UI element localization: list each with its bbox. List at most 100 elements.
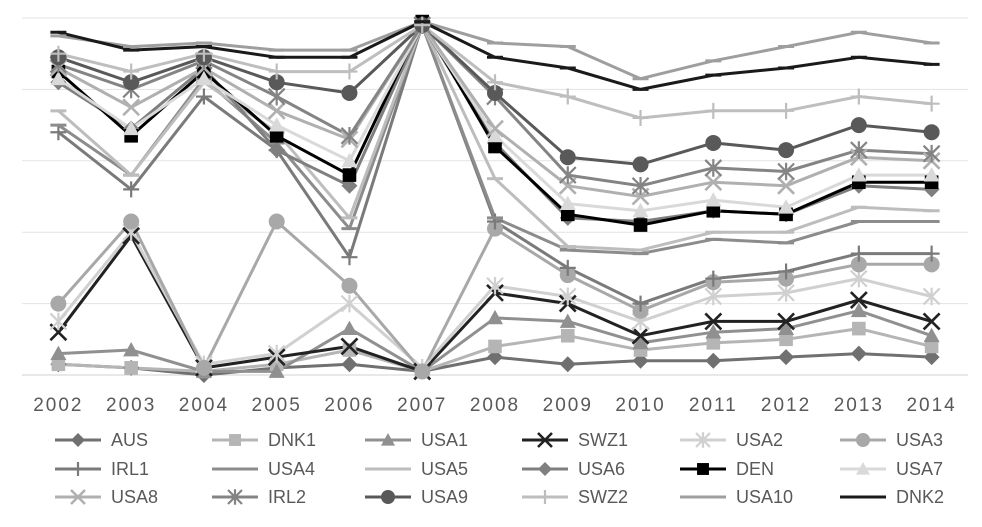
legend-label-dnk2: DNK2 [896, 487, 944, 507]
data-point-irl1-2004 [195, 88, 212, 105]
data-point-usa1-2006 [341, 320, 358, 335]
data-point-usa1-2010 [632, 334, 649, 350]
data-point-irl2-2005 [267, 87, 286, 106]
data-point-irl2-2014 [922, 144, 941, 163]
x-tick-label: 2002 [33, 395, 83, 416]
x-tick-label: 2012 [761, 395, 811, 416]
legend-label-usa8: USA8 [111, 487, 158, 507]
data-point-irl2-2006 [340, 127, 359, 145]
data-point-usa3-2004 [195, 359, 212, 376]
legend-marker-usa2 [695, 432, 711, 448]
data-point-usa9-2014 [923, 124, 940, 141]
data-point-swz1-2012 [777, 312, 795, 331]
data-point-aus-2006 [341, 356, 358, 373]
legend-label-irl1: IRL1 [111, 459, 149, 479]
data-point-den-2009 [560, 207, 575, 222]
data-point-usa9-2013 [850, 117, 867, 134]
x-tick-label: 2008 [470, 395, 520, 416]
legend-label-usa4: USA4 [268, 459, 315, 479]
data-point-swz2-2008 [487, 74, 503, 91]
data-point-usa6-2005 [268, 142, 285, 159]
data-point-usa7-2013 [850, 167, 867, 182]
data-point-swz1-2014 [922, 312, 941, 331]
data-point-usa7-2006 [341, 152, 358, 168]
legend-label-den: DEN [736, 459, 774, 479]
data-point-usa2-2006 [340, 294, 359, 313]
data-point-usa9-2003 [123, 74, 140, 91]
legend-marker-den [697, 463, 709, 475]
data-point-usa7-2002 [50, 70, 67, 86]
data-point-usa3-2003 [123, 213, 140, 230]
data-point-irl1-2010 [632, 295, 649, 312]
legend-marker-usa1 [381, 433, 395, 446]
x-tick-label: 2005 [252, 395, 302, 416]
data-point-usa1-2003 [123, 342, 140, 357]
x-tick-label: 2014 [906, 395, 956, 416]
data-point-swz2-2005 [268, 63, 285, 80]
data-point-usa9-2010 [632, 156, 649, 173]
series-markers [49, 14, 941, 383]
legend-label-usa2: USA2 [736, 430, 783, 450]
data-point-usa7-2014 [923, 167, 940, 182]
x-tick-label: 2004 [179, 395, 229, 416]
data-point-swz2-2003 [123, 63, 140, 80]
x-tick-label: 2007 [397, 395, 447, 416]
x-tick-label: 2013 [834, 395, 884, 416]
data-point-usa8-2008 [486, 119, 504, 138]
legend-label-dnk1: DNK1 [268, 430, 316, 450]
legend-marker-irl2 [227, 489, 243, 505]
data-point-den-2011 [706, 203, 721, 218]
legend-label-usa5: USA5 [421, 459, 468, 479]
data-point-irl2-2011 [704, 159, 723, 177]
legend-label-swz1: SWZ1 [578, 430, 628, 450]
data-point-swz2-2014 [923, 95, 940, 112]
legend-marker-aus [71, 433, 85, 447]
data-point-usa7-2012 [778, 199, 795, 214]
data-point-irl1-2006 [341, 249, 358, 266]
data-point-usa8-2005 [267, 101, 286, 120]
x-tick-label: 2010 [615, 395, 665, 416]
data-point-usa1-2012 [778, 320, 795, 335]
data-point-irl1-2012 [778, 263, 795, 280]
data-point-swz1-2006 [340, 337, 359, 356]
x-tick-label: 2011 [689, 395, 738, 416]
x-tick-label: 2009 [543, 395, 593, 416]
data-point-irl2-2013 [850, 141, 868, 159]
legend-label-usa10: USA10 [736, 487, 793, 507]
data-point-irl2-2010 [631, 176, 650, 195]
data-point-usa7-2003 [123, 120, 140, 136]
data-point-usa8-2012 [777, 176, 795, 195]
data-point-usa2-2002 [49, 312, 68, 331]
data-point-usa3-2007 [414, 363, 431, 380]
data-point-swz2-2010 [632, 109, 649, 126]
data-point-usa3-2014 [923, 256, 940, 273]
legend-marker-swz1 [537, 432, 553, 448]
data-point-dnk1-2006 [342, 343, 357, 357]
data-point-swz2-2012 [778, 102, 795, 119]
data-point-den-2008 [488, 139, 502, 154]
data-point-usa1-2008 [487, 309, 503, 325]
data-point-usa8-2003 [122, 98, 141, 117]
data-point-swz1-2010 [631, 326, 650, 345]
data-point-dnk1-2009 [560, 328, 575, 343]
data-point-usa1-2005 [268, 363, 285, 378]
data-point-usa2-2008 [486, 276, 504, 295]
data-point-usa3-2005 [268, 213, 285, 230]
legend-label-usa3: USA3 [896, 430, 943, 450]
data-point-usa9-2012 [778, 142, 795, 159]
data-point-usa7-2011 [705, 192, 722, 207]
data-point-usa2-2005 [267, 344, 286, 363]
data-point-usa2-2014 [922, 287, 941, 306]
legend-label-usa1: USA1 [421, 430, 468, 450]
data-point-irl1-2003 [123, 181, 140, 198]
data-point-swz2-2004 [195, 45, 212, 62]
data-point-usa9-2008 [487, 84, 503, 101]
legend-label-aus: AUS [111, 430, 148, 450]
data-point-irl2-2009 [558, 166, 577, 184]
data-point-irl1-2009 [559, 259, 576, 276]
data-point-usa2-2012 [777, 284, 795, 302]
data-point-usa1-2009 [559, 313, 576, 328]
data-point-usa3-2013 [850, 256, 867, 273]
legend-label-swz2: SWZ2 [578, 487, 628, 507]
data-point-usa7-2004 [195, 70, 212, 86]
